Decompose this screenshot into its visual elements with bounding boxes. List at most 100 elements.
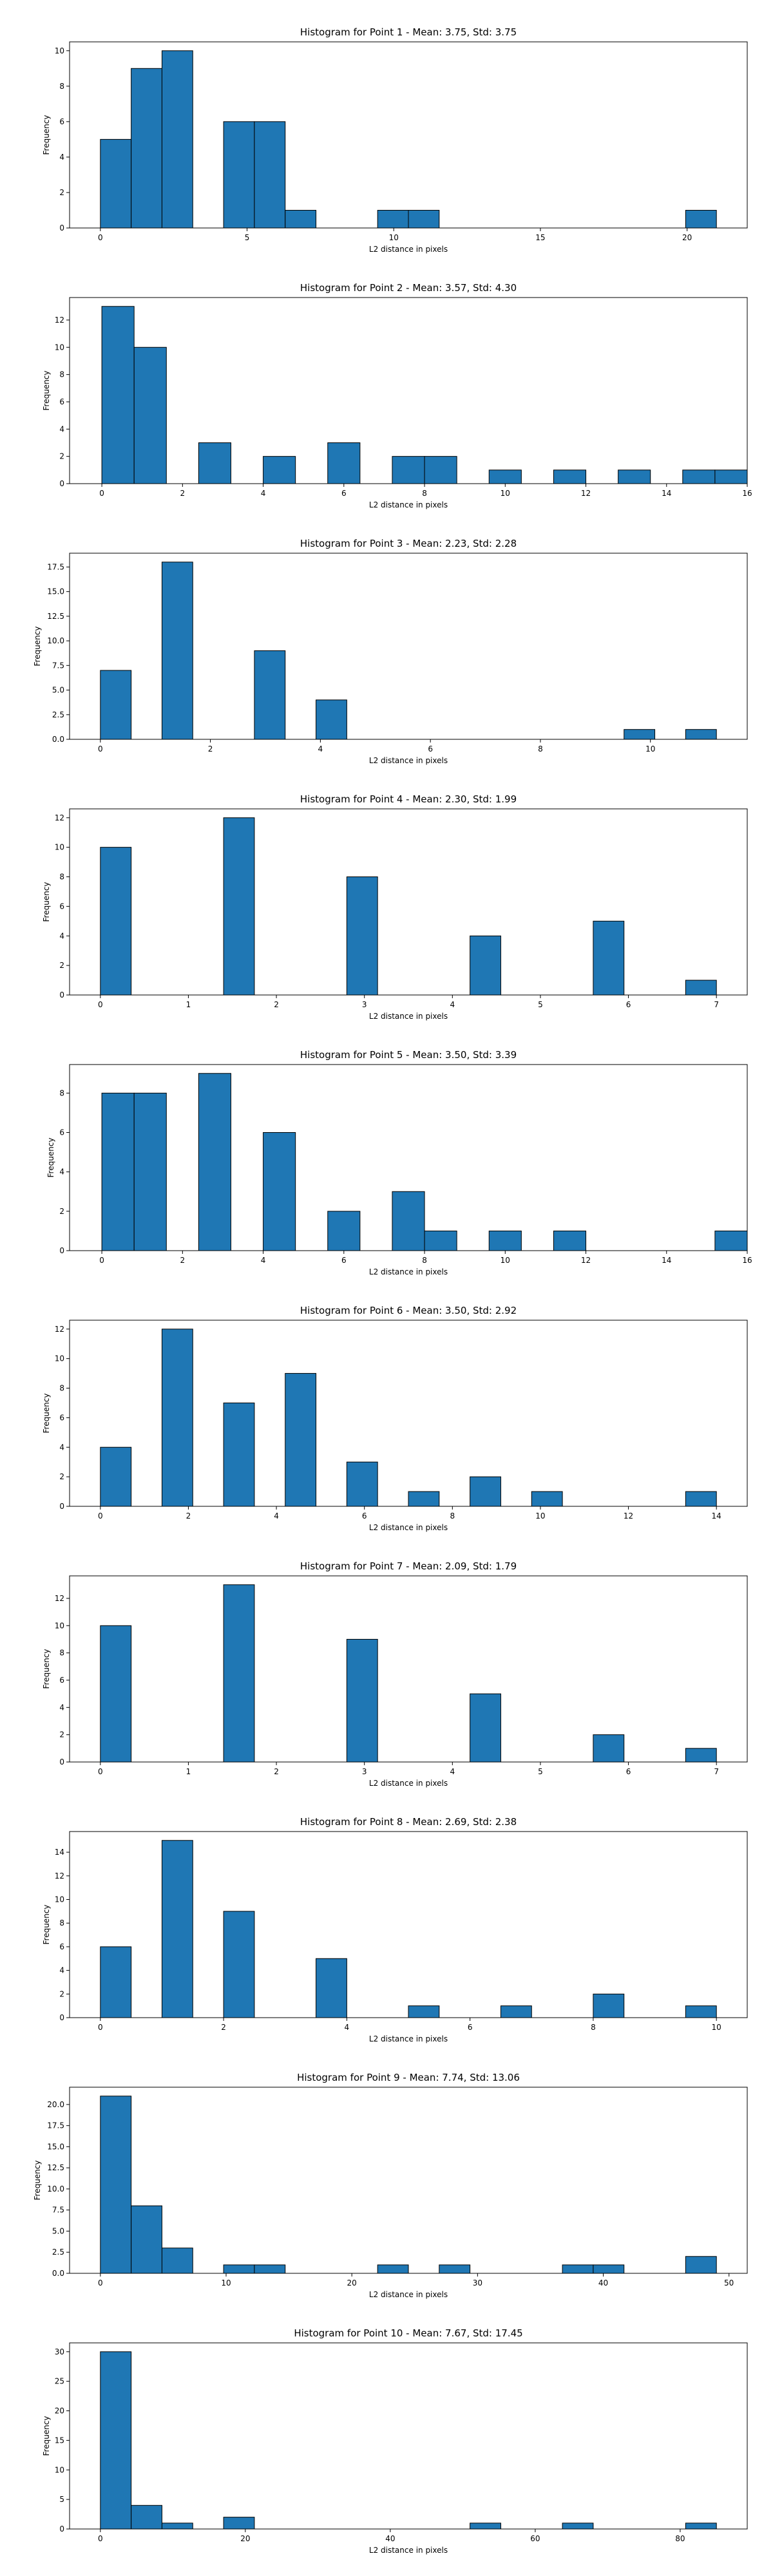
y-tick-label: 25 bbox=[55, 2377, 64, 2386]
histogram-bar bbox=[161, 562, 193, 740]
y-tick-label: 12 bbox=[55, 1871, 64, 1880]
histogram-bar bbox=[424, 1230, 457, 1251]
histogram-bar bbox=[408, 1491, 440, 1507]
histogram-bar bbox=[470, 1476, 501, 1507]
x-tick-label: 2 bbox=[186, 1511, 191, 1520]
y-tick-label: 30 bbox=[55, 2347, 64, 2356]
x-tick-label: 4 bbox=[450, 1767, 455, 1776]
x-tick-label: 16 bbox=[742, 489, 752, 498]
histogram-bar bbox=[685, 1748, 717, 1763]
x-tick-label: 3 bbox=[362, 1000, 367, 1009]
plot-frame bbox=[69, 1575, 748, 1763]
x-tick-label: 4 bbox=[450, 1000, 455, 1009]
x-tick-label: 6 bbox=[341, 1256, 347, 1265]
x-tick-label: 2 bbox=[208, 744, 213, 753]
x-tick-label: 40 bbox=[598, 2278, 608, 2287]
y-tick-label: 12.5 bbox=[47, 2163, 64, 2172]
histogram-bar bbox=[316, 699, 347, 740]
x-tick-label: 40 bbox=[385, 2534, 395, 2543]
y-tick-label: 2 bbox=[59, 961, 64, 970]
histogram-panel-1: Histogram for Point 1 - Mean: 3.75, Std:… bbox=[42, 26, 748, 254]
x-tick-label: 30 bbox=[473, 2278, 482, 2287]
y-tick-label: 14 bbox=[55, 1848, 64, 1857]
y-tick-label: 2 bbox=[59, 1207, 64, 1216]
x-tick-label: 6 bbox=[341, 489, 347, 498]
histogram-bar bbox=[470, 935, 501, 996]
histogram-bar bbox=[488, 1230, 522, 1251]
y-tick-label: 10 bbox=[55, 46, 64, 55]
x-axis-label: L2 distance in pixels bbox=[369, 1267, 448, 1276]
x-tick-label: 4 bbox=[261, 1256, 266, 1265]
histogram-bar bbox=[593, 1734, 625, 1763]
x-tick-label: 7 bbox=[714, 1767, 719, 1776]
x-tick-label: 0 bbox=[98, 1767, 103, 1776]
histogram-bar bbox=[100, 138, 132, 229]
x-tick-label: 2 bbox=[274, 1000, 279, 1009]
y-tick-label: 0 bbox=[59, 1757, 64, 1766]
histogram-bar bbox=[223, 1911, 255, 2018]
x-tick-label: 20 bbox=[347, 2278, 357, 2287]
x-tick-label: 5 bbox=[245, 233, 250, 242]
plot-frame bbox=[69, 808, 748, 996]
plot-frame bbox=[69, 1831, 748, 2018]
histogram-bar bbox=[223, 817, 255, 996]
histogram-bar bbox=[562, 2523, 594, 2530]
x-tick-label: 1 bbox=[186, 1767, 191, 1776]
y-tick-label: 5 bbox=[59, 2495, 64, 2504]
histogram-bar bbox=[377, 209, 409, 229]
y-tick-label: 20.0 bbox=[47, 2100, 64, 2109]
histogram-bar bbox=[408, 2005, 440, 2018]
histogram-bar bbox=[488, 469, 522, 484]
y-tick-label: 0 bbox=[59, 1246, 64, 1255]
x-tick-label: 20 bbox=[240, 2534, 250, 2543]
y-tick-label: 8 bbox=[59, 1384, 64, 1393]
x-tick-label: 60 bbox=[530, 2534, 540, 2543]
y-tick-label: 6 bbox=[59, 1413, 64, 1422]
histogram-bar bbox=[133, 1092, 167, 1251]
chart-title: Histogram for Point 5 - Mean: 3.50, Std:… bbox=[300, 1049, 517, 1061]
y-axis-label: Frequency bbox=[42, 1649, 51, 1689]
histogram-bar bbox=[714, 1230, 748, 1251]
x-axis-label: L2 distance in pixels bbox=[369, 2034, 448, 2043]
plot-frame bbox=[69, 297, 748, 484]
y-tick-label: 4 bbox=[59, 931, 64, 940]
x-tick-label: 8 bbox=[450, 1511, 455, 1520]
plot-frame bbox=[69, 2087, 748, 2274]
y-axis-label: Frequency bbox=[46, 1138, 55, 1178]
y-axis-label: Frequency bbox=[42, 1394, 51, 1434]
x-tick-label: 15 bbox=[535, 233, 545, 242]
chart-title: Histogram for Point 3 - Mean: 2.23, Std:… bbox=[300, 538, 517, 549]
y-tick-label: 15.0 bbox=[47, 2142, 64, 2151]
histogram-panel-5: Histogram for Point 5 - Mean: 3.50, Std:… bbox=[46, 1049, 752, 1276]
histogram-bar bbox=[408, 209, 440, 229]
x-tick-label: 3 bbox=[362, 1767, 367, 1776]
chart-title: Histogram for Point 9 - Mean: 7.74, Std:… bbox=[297, 2072, 520, 2083]
histogram-bar bbox=[685, 980, 717, 996]
x-tick-label: 10 bbox=[645, 744, 655, 753]
x-tick-label: 80 bbox=[675, 2534, 685, 2543]
y-tick-label: 10.0 bbox=[47, 2184, 64, 2193]
plot-frame bbox=[69, 41, 748, 229]
histogram-bar bbox=[346, 1638, 378, 1763]
y-tick-label: 0 bbox=[59, 1502, 64, 1511]
histogram-bar bbox=[685, 209, 717, 229]
x-tick-label: 2 bbox=[274, 1767, 279, 1776]
y-tick-label: 7.5 bbox=[52, 2206, 64, 2215]
y-tick-label: 5.0 bbox=[52, 2226, 64, 2235]
histogram-bar bbox=[346, 1461, 378, 1507]
y-tick-label: 0.0 bbox=[52, 2269, 64, 2278]
y-tick-label: 17.5 bbox=[47, 2121, 64, 2130]
histogram-panel-10: Histogram for Point 10 - Mean: 7.67, Std… bbox=[42, 2327, 748, 2555]
histogram-bar bbox=[618, 469, 651, 484]
y-tick-label: 8 bbox=[59, 1088, 64, 1097]
chart-title: Histogram for Point 10 - Mean: 7.67, Std… bbox=[294, 2327, 522, 2339]
x-tick-label: 7 bbox=[714, 1000, 719, 1009]
x-tick-label: 12 bbox=[581, 489, 591, 498]
histogram-bar bbox=[254, 121, 286, 229]
histogram-bar bbox=[223, 1584, 255, 1763]
y-tick-label: 12 bbox=[55, 1325, 64, 1334]
y-tick-label: 15 bbox=[55, 2436, 64, 2445]
histogram-bar bbox=[100, 2351, 132, 2530]
y-tick-label: 8 bbox=[59, 82, 64, 91]
y-tick-label: 0.0 bbox=[52, 735, 64, 744]
